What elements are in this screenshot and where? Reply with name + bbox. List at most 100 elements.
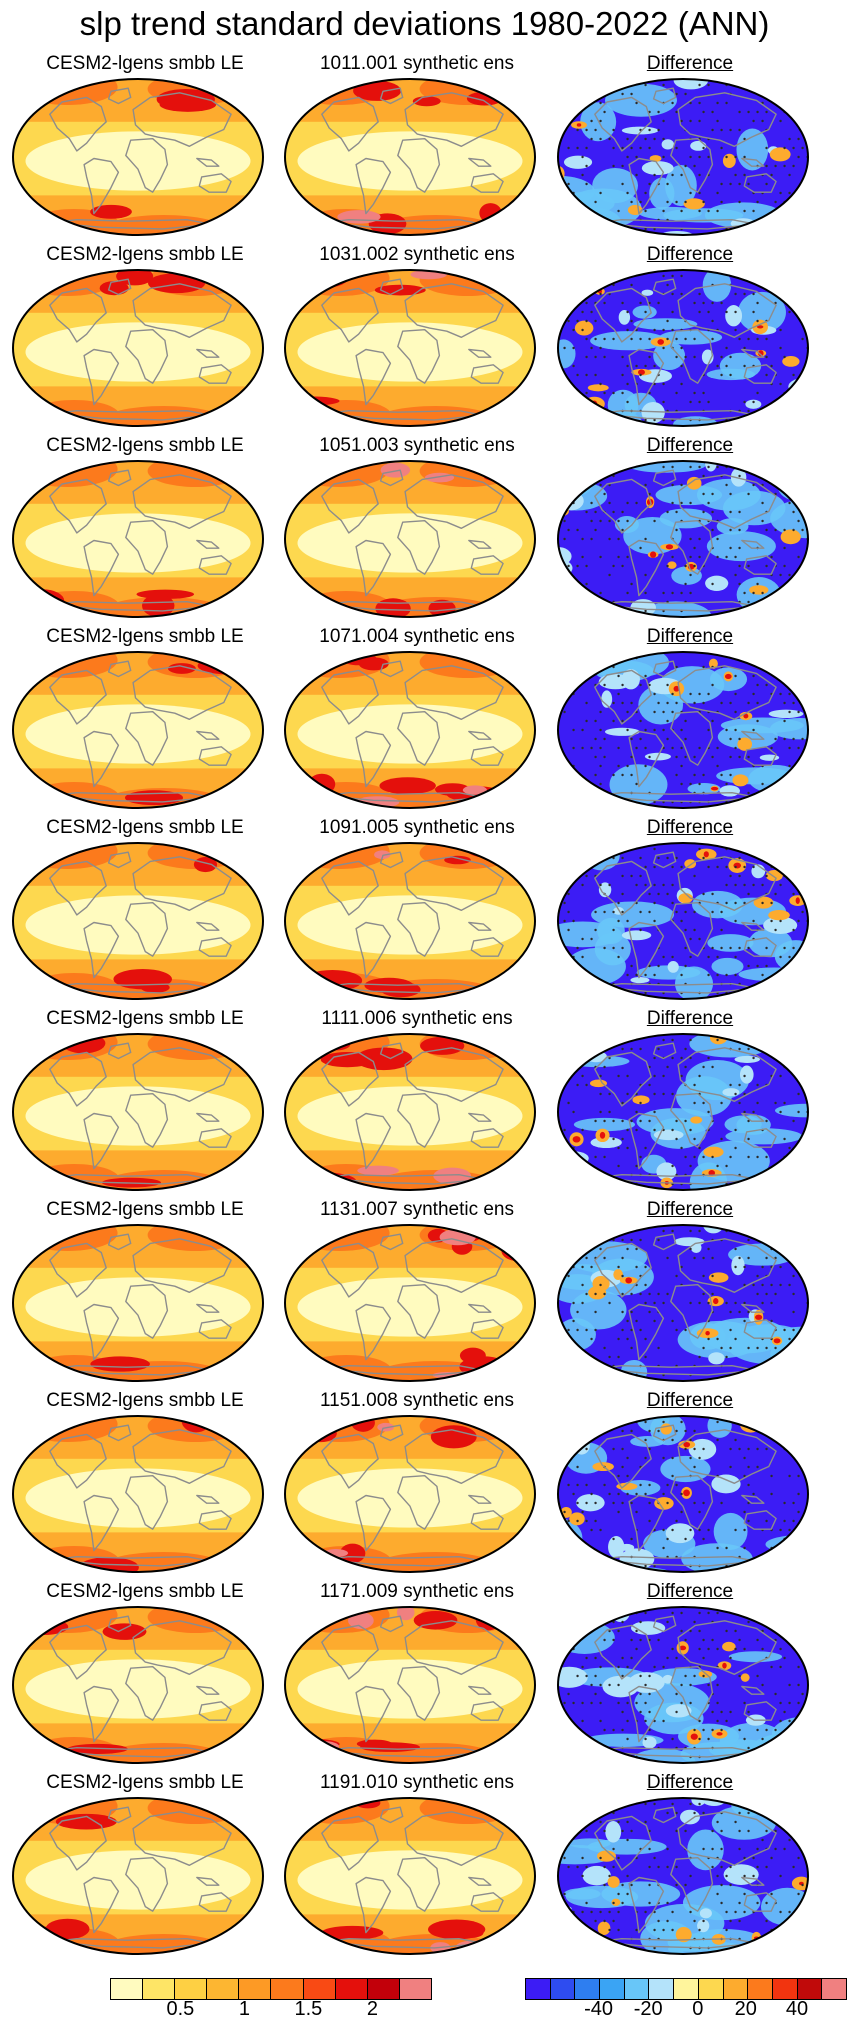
colorbar-tick-label: 0: [692, 1998, 704, 2020]
panel-title: Difference: [646, 1581, 734, 1602]
panel-title: CESM2-lgens smbb LE: [46, 435, 244, 456]
colorbar-swatch: [748, 1979, 773, 1999]
panel-title: 1191.010 synthetic ens: [319, 1772, 514, 1793]
colorbar-swatch: [175, 1979, 208, 1999]
diff-map: [557, 1797, 809, 1955]
panel-title: CESM2-lgens smbb LE: [46, 817, 244, 838]
panel-difference: Difference: [555, 1008, 825, 1197]
diff-map: [557, 651, 809, 809]
panel-difference: Difference: [555, 435, 825, 624]
colorbar-swatch: [239, 1979, 272, 1999]
colorbar-swatch: [600, 1979, 625, 1999]
panel-title: Difference: [646, 1772, 734, 1793]
diff-map: [557, 1033, 809, 1191]
colorbar-swatch: [822, 1979, 846, 1999]
synth-map: [284, 651, 536, 809]
panel-difference: Difference: [555, 817, 825, 1006]
panel-cesm2-le: CESM2-lgens smbb LE: [10, 1390, 280, 1579]
colorbar-tick-label: 1: [238, 1998, 250, 2020]
panel-title: Difference: [646, 626, 734, 647]
panel-difference: Difference: [555, 626, 825, 815]
diff-map: [557, 1606, 809, 1764]
panel-synthetic-ens: 1031.002 synthetic ens: [282, 244, 552, 433]
colorbar-std: [110, 1978, 432, 2000]
le-map: [12, 269, 264, 427]
le-map: [12, 1797, 264, 1955]
le-map: [12, 651, 264, 809]
panel-title: Difference: [646, 435, 734, 456]
colorbar-swatch: [399, 1979, 431, 1999]
panel-cesm2-le: CESM2-lgens smbb LE: [10, 1199, 280, 1388]
panel-title: CESM2-lgens smbb LE: [46, 1390, 244, 1411]
panel-title: CESM2-lgens smbb LE: [46, 626, 244, 647]
colorbar-swatch: [335, 1979, 368, 1999]
panel-cesm2-le: CESM2-lgens smbb LE: [10, 435, 280, 624]
panel-title: Difference: [646, 1390, 734, 1411]
panel-cesm2-le: CESM2-lgens smbb LE: [10, 53, 280, 242]
panel-synthetic-ens: 1151.008 synthetic ens: [282, 1390, 552, 1579]
colorbar-tick-label: -20: [633, 1998, 663, 2020]
page-title: slp trend standard deviations 1980-2022 …: [79, 5, 770, 42]
colorbar-tick-label: 0.5: [166, 1998, 195, 2020]
panel-title: 1031.002 synthetic ens: [319, 244, 515, 265]
panel-difference: Difference: [555, 1772, 825, 1961]
panel-title: CESM2-lgens smbb LE: [46, 1581, 244, 1602]
le-map: [12, 78, 264, 236]
synth-map: [284, 269, 536, 427]
colorbar-difference: [525, 1978, 847, 2000]
colorbar-swatch: [723, 1979, 749, 1999]
panel-difference: Difference: [555, 244, 825, 433]
panel-synthetic-ens: 1051.003 synthetic ens: [282, 435, 552, 624]
panel-title: CESM2-lgens smbb LE: [46, 1772, 244, 1793]
panel-title: 1171.009 synthetic ens: [319, 1581, 514, 1602]
panel-cesm2-le: CESM2-lgens smbb LE: [10, 817, 280, 1006]
diff-map: [557, 1224, 809, 1382]
le-map: [12, 842, 264, 1000]
colorbar-tick-label: 1.5: [294, 1998, 323, 2020]
panel-cesm2-le: CESM2-lgens smbb LE: [10, 1772, 280, 1961]
panel-synthetic-ens: 1131.007 synthetic ens: [282, 1199, 552, 1388]
panel-difference: Difference: [555, 1199, 825, 1388]
panel-title: Difference: [646, 244, 734, 265]
panel-synthetic-ens: 1111.006 synthetic ens: [282, 1008, 552, 1197]
colorbar-swatch: [797, 1979, 823, 1999]
panel-title: 1071.004 synthetic ens: [319, 626, 515, 647]
colorbar-tick-label: 20: [734, 1998, 757, 2020]
diff-map: [557, 269, 809, 427]
panel-difference: Difference: [555, 1581, 825, 1770]
synth-map: [284, 1415, 536, 1573]
synth-map: [284, 1797, 536, 1955]
colorbar-swatch: [698, 1979, 724, 1999]
colorbar-tick-label: 2: [366, 1998, 378, 2020]
synth-map: [284, 78, 536, 236]
panel-title: 1011.001 synthetic ens: [319, 53, 514, 74]
colorbar-swatch: [207, 1979, 240, 1999]
colorbar-swatch: [649, 1979, 675, 1999]
le-map: [12, 460, 264, 618]
colorbar-swatch: [303, 1979, 336, 1999]
colorbar-std-labels: 0.5 1 1.5 2: [110, 1998, 430, 2020]
panel-cesm2-le: CESM2-lgens smbb LE: [10, 1581, 280, 1770]
panel-title: 1091.005 synthetic ens: [319, 817, 515, 838]
synth-map: [284, 1224, 536, 1382]
panel-title: CESM2-lgens smbb LE: [46, 244, 244, 265]
panel-title: 1131.007 synthetic ens: [319, 1199, 514, 1220]
panel-cesm2-le: CESM2-lgens smbb LE: [10, 1008, 280, 1197]
panel-difference: Difference: [555, 53, 825, 242]
panel-cesm2-le: CESM2-lgens smbb LE: [10, 626, 280, 815]
synth-map: [284, 460, 536, 618]
panel-title: Difference: [646, 1008, 734, 1029]
diff-map: [557, 842, 809, 1000]
panel-title: Difference: [646, 1199, 734, 1220]
colorbar-swatch: [367, 1979, 400, 1999]
panel-title: 1051.003 synthetic ens: [319, 435, 515, 456]
panel-synthetic-ens: 1171.009 synthetic ens: [282, 1581, 552, 1770]
le-map: [12, 1606, 264, 1764]
panel-title: CESM2-lgens smbb LE: [46, 1008, 244, 1029]
colorbar-difference-labels: -40 -20 0 20 40: [525, 1998, 845, 2020]
synth-map: [284, 1606, 536, 1764]
colorbar-swatch: [550, 1979, 576, 1999]
colorbar-swatch: [526, 1979, 551, 1999]
panel-difference: Difference: [555, 1390, 825, 1579]
